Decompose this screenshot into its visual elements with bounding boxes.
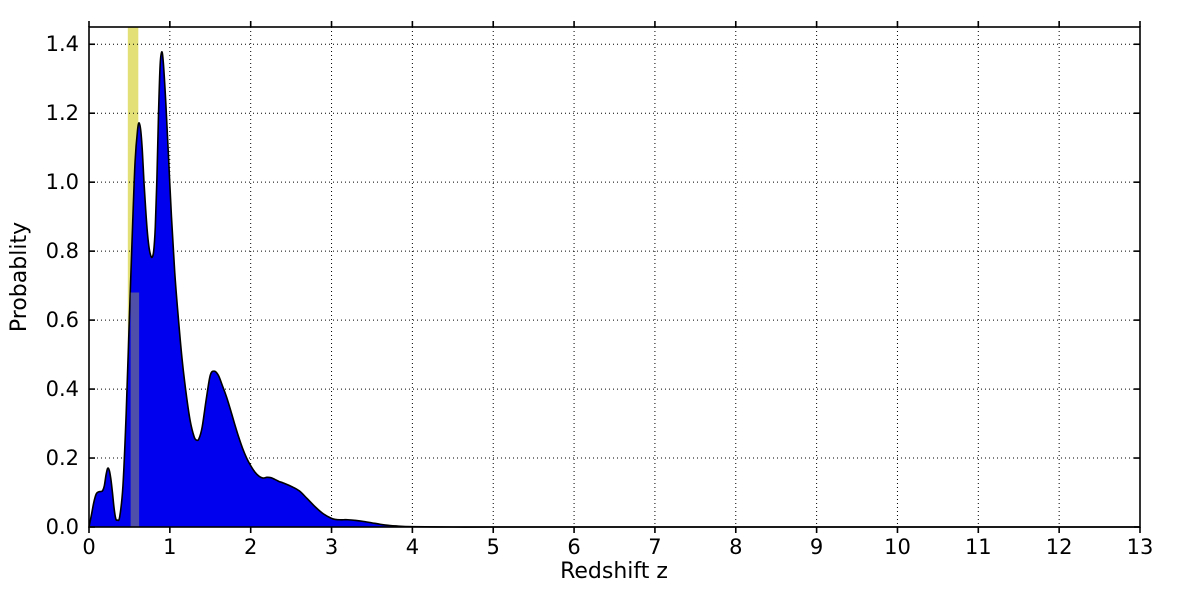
- y-tick-label: 0.2: [46, 446, 79, 470]
- y-tick-label: 1.2: [46, 101, 79, 125]
- area-fill: [89, 51, 1140, 528]
- x-tick-label: 0: [82, 535, 95, 559]
- data-layer: [88, 51, 1140, 528]
- x-tick-label: 9: [810, 535, 823, 559]
- x-tick-label: 5: [487, 535, 500, 559]
- x-tick-label: 6: [567, 535, 580, 559]
- y-tick-label: 0.0: [46, 515, 79, 539]
- plot-frame: [88, 26, 1141, 528]
- y-tick-label: 1.0: [46, 170, 79, 194]
- gray-marker-band: [130, 292, 140, 527]
- x-tick-label: 10: [884, 535, 911, 559]
- y-axis-title: Probablity: [7, 222, 32, 332]
- y-tick-label: 0.8: [46, 239, 79, 263]
- y-axis: 0.0 0.2 0.4 0.6 0.8 1.0 1.2 1.4: [46, 32, 1140, 539]
- y-tick-label: 1.4: [46, 32, 79, 56]
- annotation-overlay-layer: [130, 292, 140, 527]
- x-tick-label: 4: [406, 535, 419, 559]
- x-tick-label: 7: [648, 535, 661, 559]
- x-tick-label: 8: [729, 535, 742, 559]
- x-axis-title: Redshift z: [560, 559, 668, 584]
- plot-background: [89, 27, 1140, 527]
- x-axis: 0 1 2 3 4 5 6 7 8 9 10 11 12 13: [82, 21, 1153, 559]
- y-tick-label: 0.4: [46, 377, 79, 401]
- x-tick-label: 3: [325, 535, 338, 559]
- x-tick-label: 11: [965, 535, 992, 559]
- x-tick-label: 12: [1046, 535, 1073, 559]
- curve-outline: [88, 51, 1140, 528]
- x-tick-label: 13: [1127, 535, 1154, 559]
- y-tick-label: 0.6: [46, 308, 79, 332]
- x-tick-label: 2: [244, 535, 257, 559]
- x-tick-label: 1: [163, 535, 176, 559]
